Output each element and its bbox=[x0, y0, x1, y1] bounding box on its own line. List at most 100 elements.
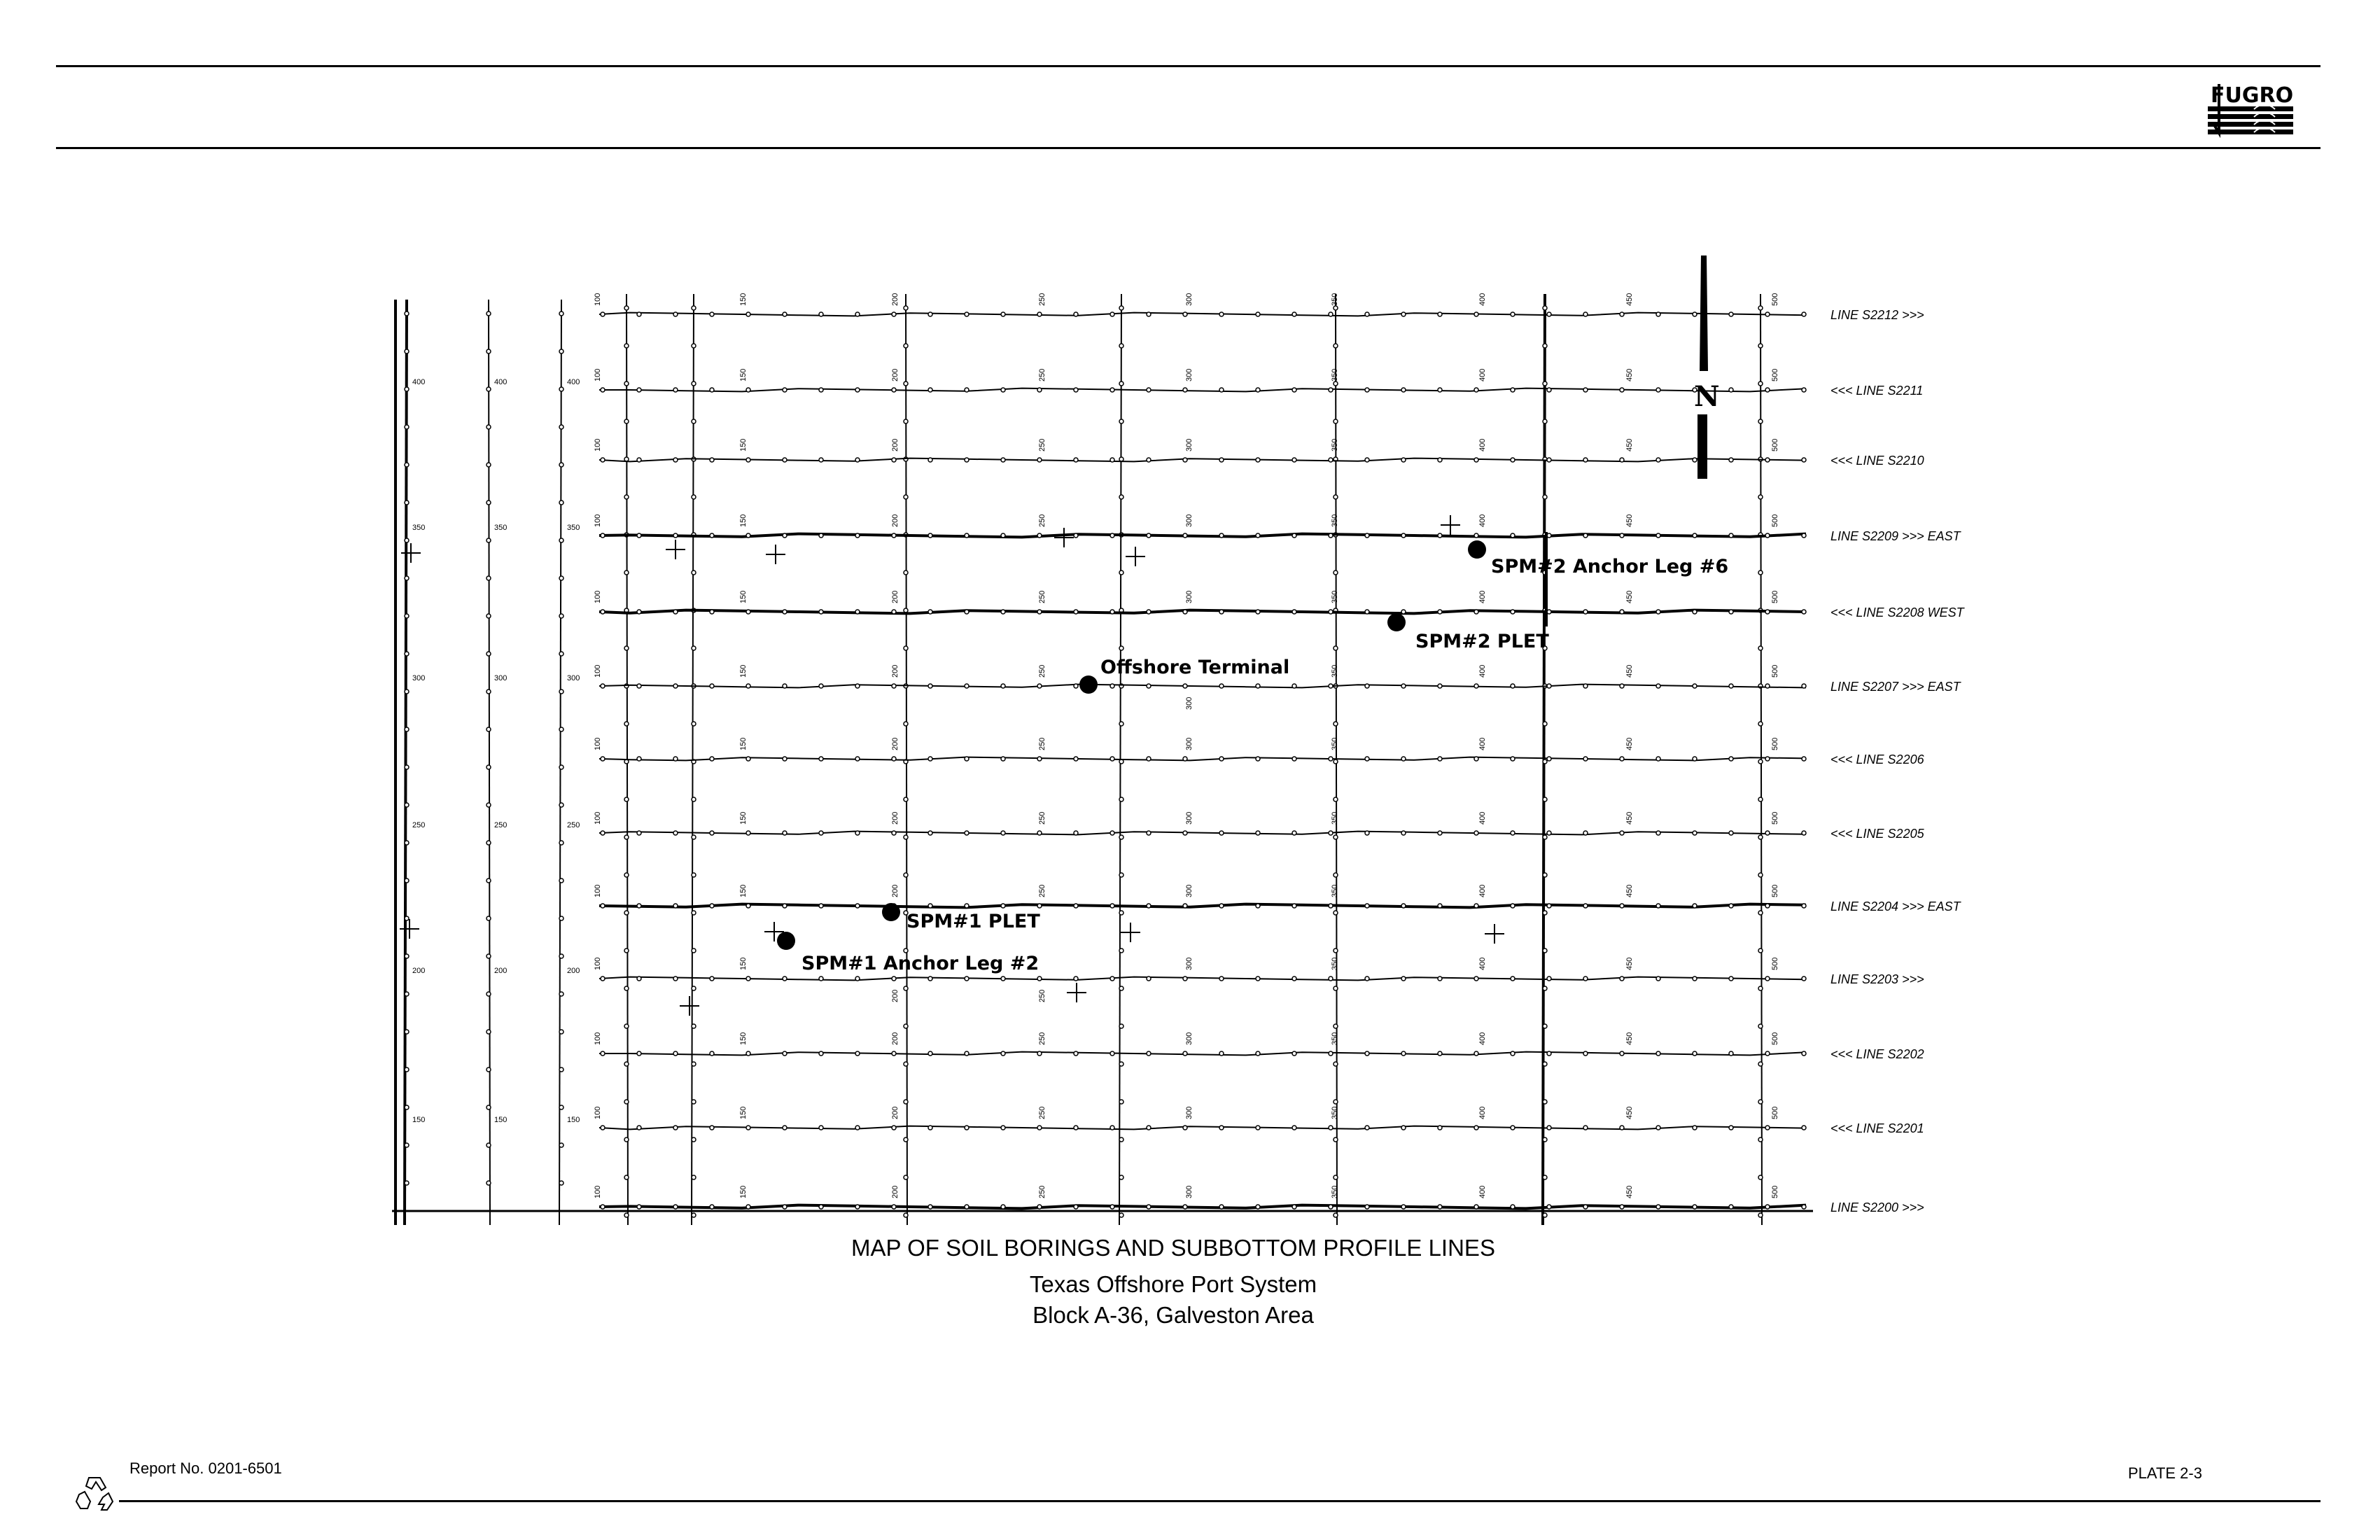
shotpoint-marker bbox=[1000, 683, 1006, 689]
shotpoint-label: 250 bbox=[1038, 1107, 1046, 1119]
shotpoint-marker bbox=[691, 872, 696, 878]
shotpoint-marker bbox=[1474, 1125, 1479, 1130]
shotpoint-marker bbox=[709, 756, 715, 762]
shotpoint-marker bbox=[404, 1180, 410, 1186]
shotpoint-marker bbox=[782, 756, 788, 762]
shotpoint-marker bbox=[903, 1061, 909, 1067]
shotpoint-marker bbox=[818, 457, 824, 463]
shotpoint-marker bbox=[782, 387, 788, 393]
north-arrow-shaft-icon bbox=[1698, 414, 1707, 479]
shotpoint-marker bbox=[1292, 1125, 1297, 1130]
shotpoint-marker bbox=[903, 381, 909, 386]
shotpoint-marker bbox=[1219, 1204, 1224, 1210]
shotpoint-marker bbox=[903, 305, 909, 311]
fugro-logo: FUGRO bbox=[2208, 83, 2293, 139]
crossline-label: 300 bbox=[494, 674, 507, 682]
shotpoint-marker bbox=[1619, 457, 1625, 463]
shotpoint-marker bbox=[1292, 903, 1297, 909]
shotpoint-marker bbox=[1542, 797, 1548, 802]
shotpoint-label: 200 bbox=[891, 665, 899, 678]
shotpoint-marker bbox=[404, 802, 410, 808]
shotpoint-marker bbox=[1037, 457, 1042, 463]
shotpoint-label: 200 bbox=[891, 885, 899, 897]
shotpoint-marker bbox=[1546, 387, 1552, 393]
shotpoint-marker bbox=[1728, 312, 1734, 317]
svg-text:FUGRO: FUGRO bbox=[2211, 83, 2293, 108]
shotpoint-marker bbox=[600, 830, 606, 836]
shotpoint-marker bbox=[1333, 797, 1338, 802]
shotpoint-marker bbox=[1037, 533, 1042, 538]
shotpoint-marker bbox=[1110, 903, 1115, 909]
shotpoint-marker bbox=[1619, 830, 1625, 836]
shotpoint-marker bbox=[818, 903, 824, 909]
shotpoint-label: 300 bbox=[1185, 1032, 1194, 1045]
shotpoint-marker bbox=[636, 830, 642, 836]
shotpoint-marker bbox=[1037, 903, 1042, 909]
shotpoint-marker bbox=[1583, 312, 1588, 317]
shotpoint-marker bbox=[1542, 1175, 1548, 1180]
shotpoint-marker bbox=[691, 834, 696, 840]
shotpoint-marker bbox=[709, 1204, 715, 1210]
shotpoint-marker bbox=[1546, 976, 1552, 981]
shotpoint-marker bbox=[624, 645, 629, 651]
shotpoint-marker bbox=[1583, 903, 1588, 909]
shotpoint-marker bbox=[559, 386, 564, 392]
shotpoint-marker bbox=[559, 727, 564, 732]
shotpoint-marker bbox=[1758, 381, 1763, 386]
shotpoint-marker bbox=[1364, 609, 1370, 615]
shotpoint-marker bbox=[1758, 1061, 1763, 1067]
shotpoint-label: 500 bbox=[1771, 439, 1779, 451]
shotpoint-label: 200 bbox=[891, 369, 899, 382]
shotpoint-marker bbox=[1073, 683, 1079, 689]
survey-line bbox=[598, 756, 1807, 762]
shotpoint-marker bbox=[927, 312, 933, 317]
shotpoint-marker bbox=[1000, 976, 1006, 981]
shotpoint-label: 150 bbox=[739, 591, 748, 603]
shotpoint-marker bbox=[1333, 494, 1338, 500]
shotpoint-marker bbox=[1219, 533, 1224, 538]
shotpoint-label: 350 bbox=[1331, 1186, 1339, 1198]
shotpoint-marker bbox=[1292, 1204, 1297, 1210]
shotpoint-marker bbox=[691, 986, 696, 991]
shotpoint-marker bbox=[691, 494, 696, 500]
crossline-label: 400 bbox=[567, 378, 580, 386]
shotpoint-marker bbox=[1255, 903, 1261, 909]
shotpoint-marker bbox=[691, 1061, 696, 1067]
shotpoint-label: 150 bbox=[739, 738, 748, 750]
shotpoint-marker bbox=[1656, 1125, 1661, 1130]
shotpoint-label: 150 bbox=[739, 812, 748, 825]
line-label: <<< LINE S2205 bbox=[1830, 827, 1925, 841]
shotpoint-marker bbox=[691, 797, 696, 802]
shotpoint-marker bbox=[1656, 756, 1661, 762]
shotpoint-marker bbox=[1333, 1023, 1338, 1029]
shotpoint-marker bbox=[927, 1051, 933, 1056]
crosshair-icon bbox=[1441, 515, 1460, 535]
boring-site-label: SPM#2 PLET bbox=[1415, 631, 1549, 652]
shotpoint-marker bbox=[624, 494, 629, 500]
shotpoint-marker bbox=[1401, 1051, 1406, 1056]
shotpoint-marker bbox=[1119, 1061, 1124, 1067]
shotpoint-marker bbox=[1328, 976, 1334, 981]
shotpoint-marker bbox=[691, 381, 696, 386]
shotpoint-marker bbox=[1758, 1175, 1763, 1180]
shotpoint-marker bbox=[1255, 683, 1261, 689]
shotpoint-marker bbox=[1182, 457, 1188, 463]
shotpoint-label: 350 bbox=[1331, 1032, 1339, 1045]
shotpoint-marker bbox=[1801, 457, 1807, 463]
shotpoint-marker bbox=[1619, 1125, 1625, 1130]
shotpoint-marker bbox=[1000, 609, 1006, 615]
shotpoint-marker bbox=[782, 457, 788, 463]
shotpoint-marker bbox=[1765, 533, 1770, 538]
shotpoint-label: 500 bbox=[1771, 293, 1779, 306]
shotpoint-marker bbox=[1510, 609, 1516, 615]
shotpoint-label: 250 bbox=[1038, 369, 1046, 382]
shotpoint-marker bbox=[1728, 830, 1734, 836]
shotpoint-marker bbox=[1801, 1125, 1807, 1130]
line-label: <<< LINE S2202 bbox=[1830, 1047, 1924, 1061]
shotpoint-marker bbox=[624, 1137, 629, 1142]
shotpoint-label: 300 bbox=[1185, 591, 1194, 603]
shotpoint-label: 450 bbox=[1625, 514, 1634, 527]
shotpoint-label: 100 bbox=[594, 439, 602, 451]
shotpoint-marker bbox=[1437, 830, 1443, 836]
